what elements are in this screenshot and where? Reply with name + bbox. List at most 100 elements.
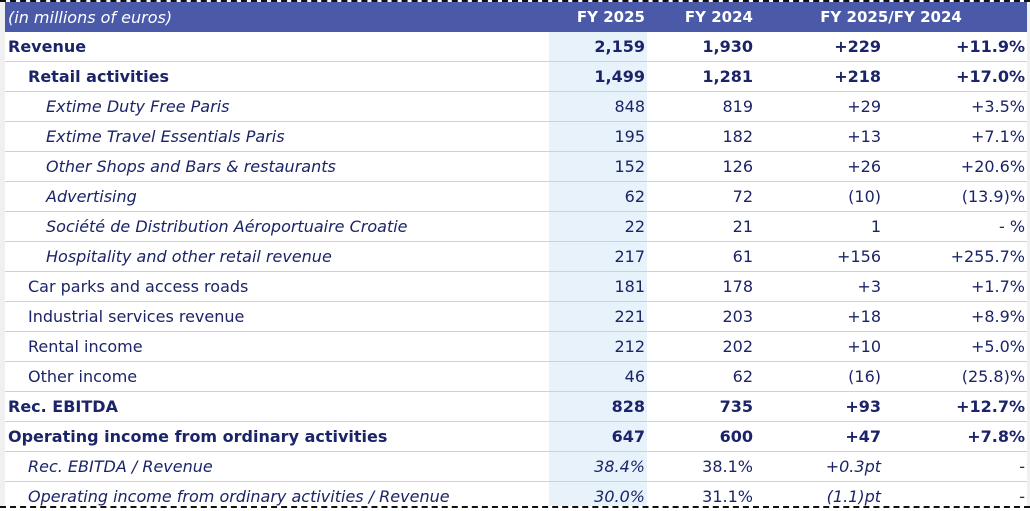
value-change: +29 (755, 92, 883, 122)
value-change-pct: +7.1% (883, 122, 1027, 152)
value-fy2024: 61 (647, 242, 755, 272)
value-fy2024: 203 (647, 302, 755, 332)
row-label: Other income (5, 362, 549, 392)
value-change-pct: +5.0% (883, 332, 1027, 362)
column-header-fy2024: FY 2024 (647, 2, 755, 32)
value-change-pct: - (883, 482, 1027, 511)
value-fy2025: 2,159 (549, 32, 647, 62)
value-fy2025: 152 (549, 152, 647, 182)
row-label: Rental income (5, 332, 549, 362)
value-fy2024: 182 (647, 122, 755, 152)
value-change: (10) (755, 182, 883, 212)
row-label: Extime Travel Essentials Paris (5, 122, 549, 152)
value-change-pct: (13.9)% (883, 182, 1027, 212)
row-label: Revenue (5, 32, 549, 62)
value-change: +3 (755, 272, 883, 302)
value-fy2025: 212 (549, 332, 647, 362)
value-change-pct: +3.5% (883, 92, 1027, 122)
value-change: +218 (755, 62, 883, 92)
table-row: Extime Travel Essentials Paris 195 182 +… (5, 122, 1027, 152)
value-change-pct: +11.9% (883, 32, 1027, 62)
table-row: Other income 46 62 (16) (25.8)% (5, 362, 1027, 392)
value-fy2025: 1,499 (549, 62, 647, 92)
value-fy2024: 21 (647, 212, 755, 242)
row-label: Operating income from ordinary activitie… (5, 482, 549, 511)
value-fy2025: 38.4% (549, 452, 647, 482)
table-row: Extime Duty Free Paris 848 819 +29 +3.5% (5, 92, 1027, 122)
value-change: +156 (755, 242, 883, 272)
value-fy2024: 62 (647, 362, 755, 392)
value-fy2024: 819 (647, 92, 755, 122)
value-fy2025: 181 (549, 272, 647, 302)
row-label: Other Shops and Bars & restaurants (5, 152, 549, 182)
row-label: Advertising (5, 182, 549, 212)
value-fy2025: 221 (549, 302, 647, 332)
table-row: Société de Distribution Aéroportuaire Cr… (5, 212, 1027, 242)
table-row: Car parks and access roads 181 178 +3 +1… (5, 272, 1027, 302)
table-row-retail-activities: Retail activities 1,499 1,281 +218 +17.0… (5, 62, 1027, 92)
value-change-pct: +20.6% (883, 152, 1027, 182)
table-row-revenue: Revenue 2,159 1,930 +229 +11.9% (5, 32, 1027, 62)
value-change: +10 (755, 332, 883, 362)
value-fy2025: 62 (549, 182, 647, 212)
value-change-pct: - (883, 452, 1027, 482)
value-change: +13 (755, 122, 883, 152)
value-change: +47 (755, 422, 883, 452)
row-label: Retail activities (5, 62, 549, 92)
value-change-pct: +8.9% (883, 302, 1027, 332)
table-row-ratio: Operating income from ordinary activitie… (5, 482, 1027, 511)
value-fy2024: 38.1% (647, 452, 755, 482)
value-change-pct: +1.7% (883, 272, 1027, 302)
header-row: (in millions of euros) FY 2025 FY 2024 F… (5, 2, 1027, 32)
table-row: Advertising 62 72 (10) (13.9)% (5, 182, 1027, 212)
row-label: Car parks and access roads (5, 272, 549, 302)
value-change-pct: +12.7% (883, 392, 1027, 422)
column-header-fy2025: FY 2025 (549, 2, 647, 32)
value-fy2025: 647 (549, 422, 647, 452)
table-row: Other Shops and Bars & restaurants 152 1… (5, 152, 1027, 182)
value-change-pct: - % (883, 212, 1027, 242)
value-change-pct: (25.8)% (883, 362, 1027, 392)
value-change-pct: +7.8% (883, 422, 1027, 452)
value-fy2025: 195 (549, 122, 647, 152)
row-label: Industrial services revenue (5, 302, 549, 332)
column-header-change: FY 2025/FY 2024 (755, 2, 1027, 32)
row-label: Extime Duty Free Paris (5, 92, 549, 122)
value-fy2025: 22 (549, 212, 647, 242)
value-change: 1 (755, 212, 883, 242)
value-fy2024: 31.1% (647, 482, 755, 511)
unit-label: (in millions of euros) (5, 2, 549, 32)
value-change: +93 (755, 392, 883, 422)
table-row-ratio: Rec. EBITDA / Revenue 38.4% 38.1% +0.3pt… (5, 452, 1027, 482)
value-change: +26 (755, 152, 883, 182)
row-label: Société de Distribution Aéroportuaire Cr… (5, 212, 549, 242)
value-change: (16) (755, 362, 883, 392)
value-change-pct: +17.0% (883, 62, 1027, 92)
value-fy2024: 600 (647, 422, 755, 452)
value-fy2024: 735 (647, 392, 755, 422)
value-fy2024: 1,930 (647, 32, 755, 62)
value-fy2025: 46 (549, 362, 647, 392)
value-change: (1.1)pt (755, 482, 883, 511)
value-fy2025: 848 (549, 92, 647, 122)
value-fy2024: 1,281 (647, 62, 755, 92)
table-row: Hospitality and other retail revenue 217… (5, 242, 1027, 272)
value-change: +0.3pt (755, 452, 883, 482)
row-label: Hospitality and other retail revenue (5, 242, 549, 272)
value-fy2024: 126 (647, 152, 755, 182)
table-row-rec-ebitda: Rec. EBITDA 828 735 +93 +12.7% (5, 392, 1027, 422)
value-fy2025: 828 (549, 392, 647, 422)
value-fy2025: 30.0% (549, 482, 647, 511)
row-label: Rec. EBITDA / Revenue (5, 452, 549, 482)
table-row-operating-income: Operating income from ordinary activitie… (5, 422, 1027, 452)
value-change: +229 (755, 32, 883, 62)
table-row: Rental income 212 202 +10 +5.0% (5, 332, 1027, 362)
value-fy2024: 202 (647, 332, 755, 362)
financial-table: (in millions of euros) FY 2025 FY 2024 F… (5, 2, 1027, 511)
value-change-pct: +255.7% (883, 242, 1027, 272)
row-label: Rec. EBITDA (5, 392, 549, 422)
row-label: Operating income from ordinary activitie… (5, 422, 549, 452)
value-fy2024: 72 (647, 182, 755, 212)
value-fy2025: 217 (549, 242, 647, 272)
value-fy2024: 178 (647, 272, 755, 302)
